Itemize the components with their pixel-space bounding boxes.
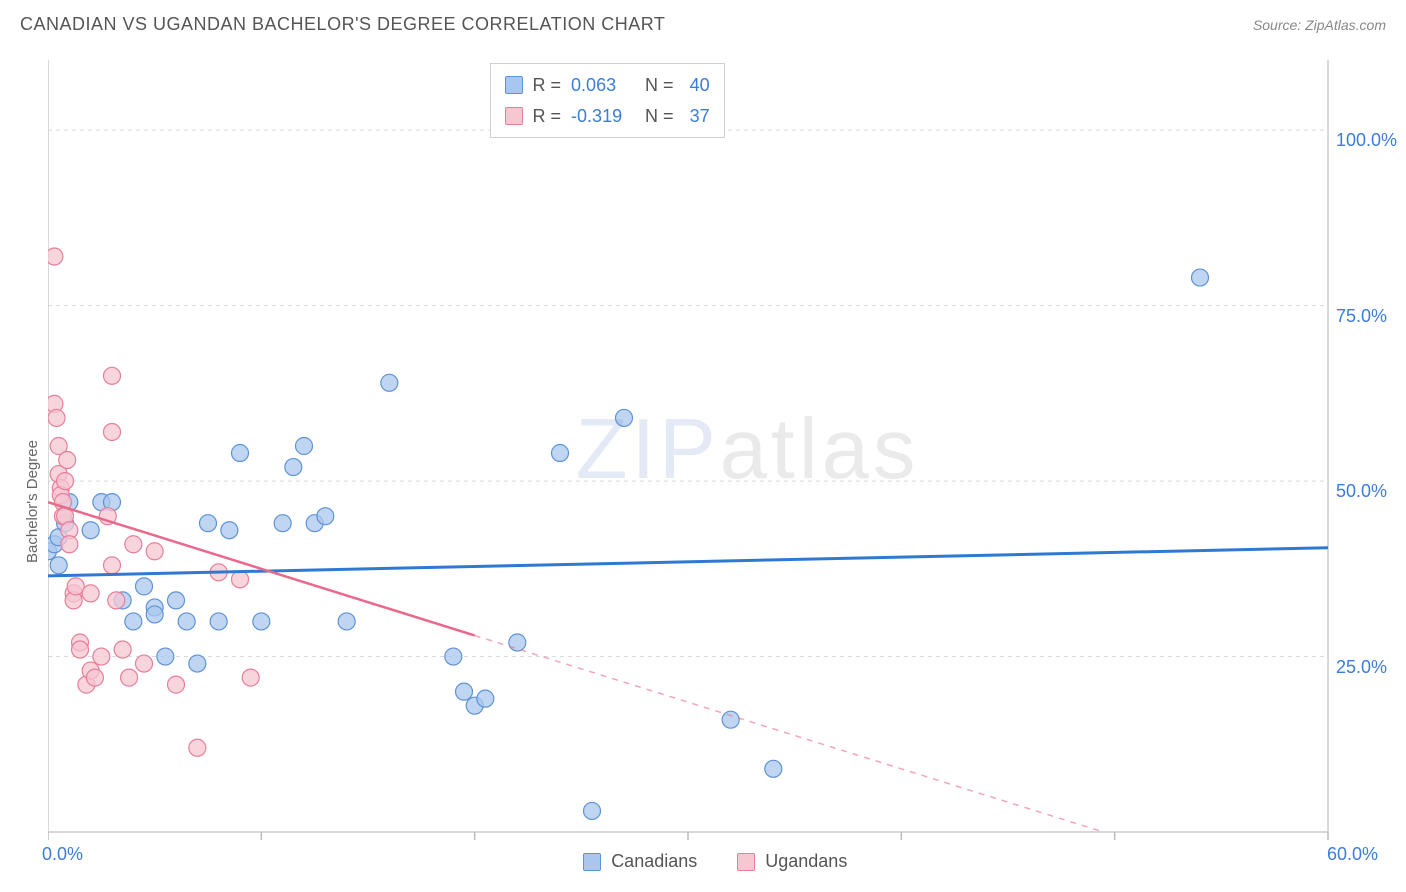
n-label: N = bbox=[645, 70, 674, 101]
y-axis-label: Bachelor's Degree bbox=[24, 441, 41, 564]
stats-row: R = 0.063 N = 40 bbox=[505, 70, 710, 101]
scatter-plot bbox=[48, 60, 1386, 872]
legend-label: Canadians bbox=[611, 851, 697, 872]
series-swatch bbox=[737, 853, 755, 871]
series-swatch bbox=[505, 107, 523, 125]
n-label: N = bbox=[645, 101, 674, 132]
y-tick-label: 25.0% bbox=[1336, 657, 1387, 678]
legend-item: Ugandans bbox=[737, 851, 847, 872]
stats-row: R = -0.319 N = 37 bbox=[505, 101, 710, 132]
chart-title: CANADIAN VS UGANDAN BACHELOR'S DEGREE CO… bbox=[20, 14, 665, 35]
series-swatch bbox=[583, 853, 601, 871]
r-label: R = bbox=[533, 101, 562, 132]
header-bar: CANADIAN VS UGANDAN BACHELOR'S DEGREE CO… bbox=[0, 0, 1406, 45]
y-tick-label: 100.0% bbox=[1336, 130, 1397, 151]
legend-label: Ugandans bbox=[765, 851, 847, 872]
n-value: 37 bbox=[690, 101, 710, 132]
y-tick-label: 75.0% bbox=[1336, 306, 1387, 327]
chart-container: ZIPatlas R =0.063N =40R =-0.319N =37 Bac… bbox=[48, 60, 1386, 872]
y-tick-label: 50.0% bbox=[1336, 481, 1387, 502]
x-tick-label: 0.0% bbox=[42, 844, 83, 865]
r-value: -0.319 bbox=[571, 101, 635, 132]
r-value: 0.063 bbox=[571, 70, 635, 101]
r-label: R = bbox=[533, 70, 562, 101]
correlation-stats-box: R = 0.063 N = 40 R = -0.319 N = 37 bbox=[490, 63, 725, 138]
source-prefix: Source: bbox=[1253, 17, 1305, 33]
n-value: 40 bbox=[690, 70, 710, 101]
series-swatch bbox=[505, 76, 523, 94]
x-tick-label: 60.0% bbox=[1327, 844, 1378, 865]
series-legend: Canadians Ugandans bbox=[583, 851, 847, 872]
source-link[interactable]: ZipAtlas.com bbox=[1305, 17, 1386, 33]
legend-item: Canadians bbox=[583, 851, 697, 872]
source-attribution: Source: ZipAtlas.com bbox=[1253, 17, 1386, 33]
